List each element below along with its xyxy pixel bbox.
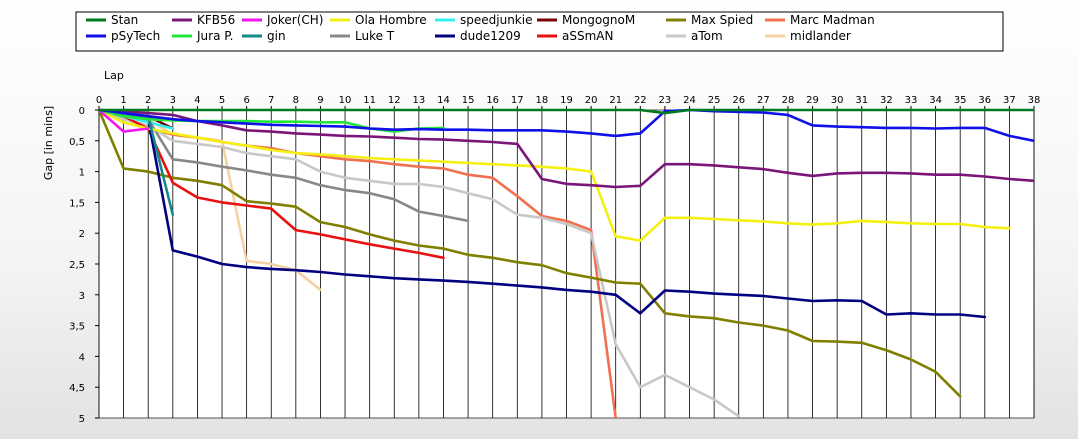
legend-entry-jura-p: Jura P. <box>172 29 233 43</box>
series-line-ola-hombre <box>99 108 1011 242</box>
legend-entry-speedjunkie: speedjunkie <box>435 13 532 27</box>
legend-entry-atom: aTom <box>666 29 723 43</box>
x-tick-label: 28 <box>782 95 795 106</box>
y-tick-label: 1 <box>79 168 85 179</box>
x-tick-label: 32 <box>880 95 893 106</box>
y-axis-title: Gap [in mins] <box>42 106 55 180</box>
x-tick-label: 11 <box>363 95 376 106</box>
y-tick-label: 3 <box>79 291 85 302</box>
x-tick-label: 21 <box>609 95 622 106</box>
x-tick-label: 1 <box>120 95 126 106</box>
x-tick-label: 25 <box>708 95 721 106</box>
legend-entry-dude1209: dude1209 <box>435 29 521 43</box>
legend-label: KFB56 <box>197 13 235 27</box>
y-tick-label: 4,5 <box>69 383 85 394</box>
legend-entry-ola-hombre: Ola Hombre <box>330 13 427 27</box>
series-line-psytech <box>99 108 1034 143</box>
legend-entry-midlander: midlander <box>765 29 851 43</box>
x-tick-label: 13 <box>413 95 426 106</box>
legend-label: Jura P. <box>196 29 233 43</box>
y-tick-label: 3,5 <box>69 322 85 333</box>
series-line-kfb56 <box>99 108 1034 189</box>
x-tick-label: 26 <box>732 95 745 106</box>
grid-lines <box>98 110 1035 418</box>
x-tick-label: 3 <box>170 95 176 106</box>
x-tick-label: 22 <box>634 95 647 106</box>
y-tick-label: 1,5 <box>69 198 85 209</box>
x-axis-title: Lap <box>104 69 124 82</box>
y-tick-label: 2 <box>79 229 85 240</box>
x-tick-label: 5 <box>219 95 225 106</box>
x-axis-ticks: 0 1 2 3 4 5 6 7 8 9 10 11 12 13 14 15 16 17 18 19 20 21 22 23 24… <box>96 95 1041 110</box>
y-tick-label: 0,5 <box>69 137 85 148</box>
legend-entry-max-spied: Max Spied <box>666 13 753 27</box>
legend-entry-marc-madman: Marc Madman <box>765 13 875 27</box>
x-tick-label: 8 <box>293 95 299 106</box>
y-tick-label: 0 <box>79 106 85 117</box>
legend-label: midlander <box>790 29 851 43</box>
y-tick-label: 2,5 <box>69 260 85 271</box>
legend-entry-luke-t: Luke T <box>330 29 395 43</box>
legend-entry-assman: aSSmAN <box>537 29 613 43</box>
series-line-luke-t <box>99 108 470 223</box>
x-tick-label: 2 <box>145 95 151 106</box>
legend-label: aSSmAN <box>562 29 613 43</box>
x-tick-label: 38 <box>1028 95 1041 106</box>
x-tick-label: 36 <box>978 95 991 106</box>
x-tick-label: 23 <box>659 95 672 106</box>
legend-entry-joker-ch: Joker(CH) <box>242 13 323 27</box>
series-line-joker-ch <box>99 108 150 133</box>
legend-entry-stan: Stan <box>86 13 138 27</box>
series-line-stan <box>99 108 1034 115</box>
x-tick-label: 6 <box>243 95 249 106</box>
x-tick-label: 15 <box>462 95 475 106</box>
x-tick-label: 10 <box>339 95 352 106</box>
y-tick-label: 5 <box>79 414 85 425</box>
x-tick-label: 24 <box>683 95 696 106</box>
legend-label: gin <box>267 29 286 43</box>
y-axis-ticks: 0 0,5 1 1,5 2 2,5 3 3,5 4 4,5 5 <box>69 106 99 425</box>
x-tick-label: 20 <box>585 95 598 106</box>
x-tick-label: 35 <box>954 95 967 106</box>
legend-label: aTom <box>691 29 723 43</box>
x-tick-label: 29 <box>806 95 819 106</box>
legend-label: Luke T <box>355 29 395 43</box>
x-tick-label: 30 <box>831 95 844 106</box>
series-line-dude1209 <box>99 108 987 319</box>
x-tick-label: 4 <box>194 95 200 106</box>
x-tick-label: 12 <box>388 95 401 106</box>
legend-label: Marc Madman <box>790 13 875 27</box>
x-tick-label: 31 <box>855 95 868 106</box>
x-tick-label: 0 <box>96 95 102 106</box>
legend-entry-mongognom: MongognoM <box>537 13 635 27</box>
x-tick-label: 34 <box>929 95 942 106</box>
legend-label: speedjunkie <box>460 13 532 27</box>
x-tick-label: 27 <box>757 95 770 106</box>
legend-label: Joker(CH) <box>266 13 323 27</box>
series-line-max-spied <box>99 108 962 398</box>
x-tick-label: 9 <box>317 95 323 106</box>
legend-label: MongognoM <box>562 13 635 27</box>
legend-label: pSyTech <box>111 29 160 43</box>
x-tick-label: 17 <box>511 95 524 106</box>
x-tick-label: 14 <box>437 95 450 106</box>
legend-entry-gin: gin <box>242 29 286 43</box>
legend-label: Ola Hombre <box>355 13 427 27</box>
y-tick-label: 4 <box>79 352 85 363</box>
x-tick-label: 37 <box>1003 95 1016 106</box>
x-tick-label: 16 <box>486 95 499 106</box>
x-tick-label: 19 <box>560 95 573 106</box>
legend-label: dude1209 <box>460 29 521 43</box>
x-tick-label: 7 <box>268 95 274 106</box>
series-lines <box>99 108 1034 418</box>
x-tick-label: 18 <box>536 95 549 106</box>
legend-entry-psytech: pSyTech <box>86 29 160 43</box>
x-tick-label: 33 <box>905 95 918 106</box>
legend-entry-kfb56: KFB56 <box>172 13 235 27</box>
legend: Stan pSyTech KFB56 Jura P. Joker(CH) gin Ola H… <box>75 11 1004 52</box>
legend-label: Max Spied <box>691 13 753 27</box>
series-line-atom <box>99 108 741 418</box>
legend-label: Stan <box>111 13 138 27</box>
